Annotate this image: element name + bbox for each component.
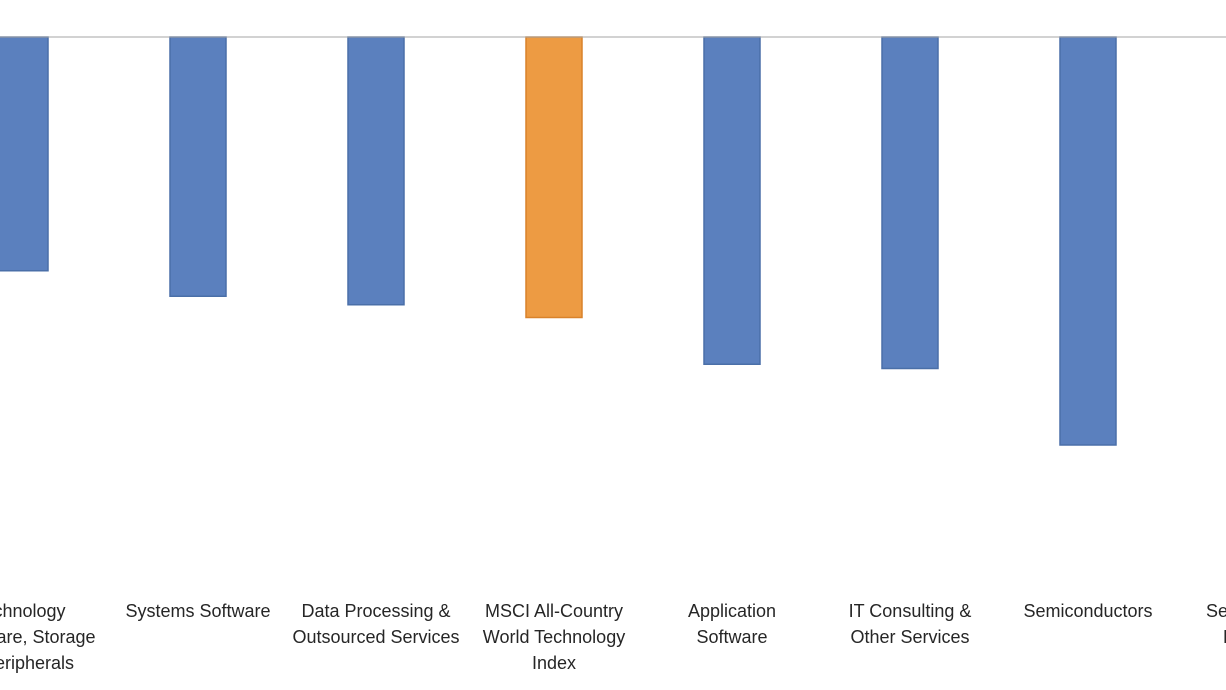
category-label-line: Semiconductors [1023, 601, 1152, 621]
bar-3 [525, 36, 583, 319]
category-label-7: Semiconductor Equipment [1206, 601, 1226, 647]
category-label-line: Outsourced Services [292, 627, 459, 647]
category-label-line: Other Services [850, 627, 969, 647]
category-label-5: IT Consulting & Other Services [849, 601, 972, 647]
category-label-line: Technology [0, 601, 66, 621]
category-label-line: World Technology [483, 627, 625, 647]
bar-6 [1059, 36, 1117, 446]
category-label-line: Systems Software [125, 601, 270, 621]
bar-0 [0, 36, 49, 272]
category-label-line: Data Processing & [301, 601, 450, 621]
category-label-line: & Peripherals [0, 653, 74, 673]
category-label-line: IT Consulting & [849, 601, 972, 621]
bar-4 [703, 36, 761, 365]
category-label-3: MSCI All-Country World Technology Index [483, 601, 625, 673]
category-label-1: Systems Software [125, 601, 270, 621]
category-label-0: Technology Hardware, Storage & Peripherals [0, 601, 96, 673]
category-label-line: Semiconductor [1206, 601, 1226, 621]
bar-5 [881, 36, 939, 370]
category-label-6: Semiconductors [1023, 601, 1152, 621]
category-label-4: Application Software [688, 601, 776, 647]
category-labels-group: Technology Hardware, Storage & Peripherals… [0, 601, 1226, 673]
category-label-line: Equipment [1223, 627, 1226, 647]
category-label-line: MSCI All-Country [485, 601, 623, 621]
bars-group [0, 36, 1117, 446]
category-label-line: Software [696, 627, 767, 647]
category-label-line: Hardware, Storage [0, 627, 96, 647]
bar-2 [347, 36, 405, 306]
category-label-line: Application [688, 601, 776, 621]
category-label-2: Data Processing & Outsourced Services [292, 601, 459, 647]
category-label-line: Index [532, 653, 576, 673]
bar-1 [169, 36, 227, 297]
